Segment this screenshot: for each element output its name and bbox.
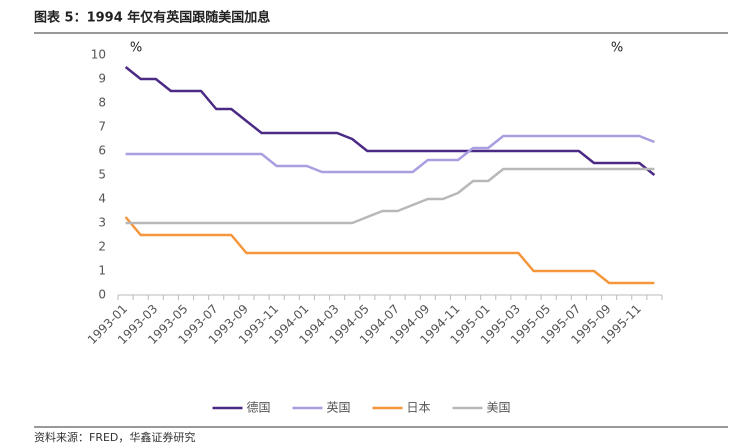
y-tick-label: 4 <box>98 192 106 206</box>
source-note: 资料来源：FRED，华鑫证券研究 <box>34 430 195 443</box>
y-unit-left: % <box>130 41 142 56</box>
y-tick-label: 1 <box>98 264 106 278</box>
y-tick-label: 6 <box>98 144 106 158</box>
y-tick-label: 5 <box>98 168 106 182</box>
y-tick-label: 2 <box>98 240 106 254</box>
series-line <box>125 134 655 174</box>
series-line <box>124 216 655 285</box>
y-tick-label: 10 <box>91 48 106 62</box>
legend-label: 日本 <box>407 401 431 415</box>
y-tick-label: 0 <box>98 288 106 302</box>
y-tick-label: 7 <box>98 120 106 134</box>
chart-title: 图表 5：1994 年仅有英国跟随美国加息 <box>34 10 270 26</box>
legend-label: 英国 <box>327 401 351 415</box>
y-tick-label: 3 <box>98 216 106 230</box>
y-tick-label: 9 <box>98 72 106 86</box>
legend-label: 德国 <box>247 400 271 415</box>
series-line <box>125 167 655 225</box>
legend-label: 美国 <box>487 401 511 415</box>
series-line <box>124 66 656 176</box>
y-unit-right: % <box>611 41 623 56</box>
y-tick-label: 8 <box>98 96 106 110</box>
